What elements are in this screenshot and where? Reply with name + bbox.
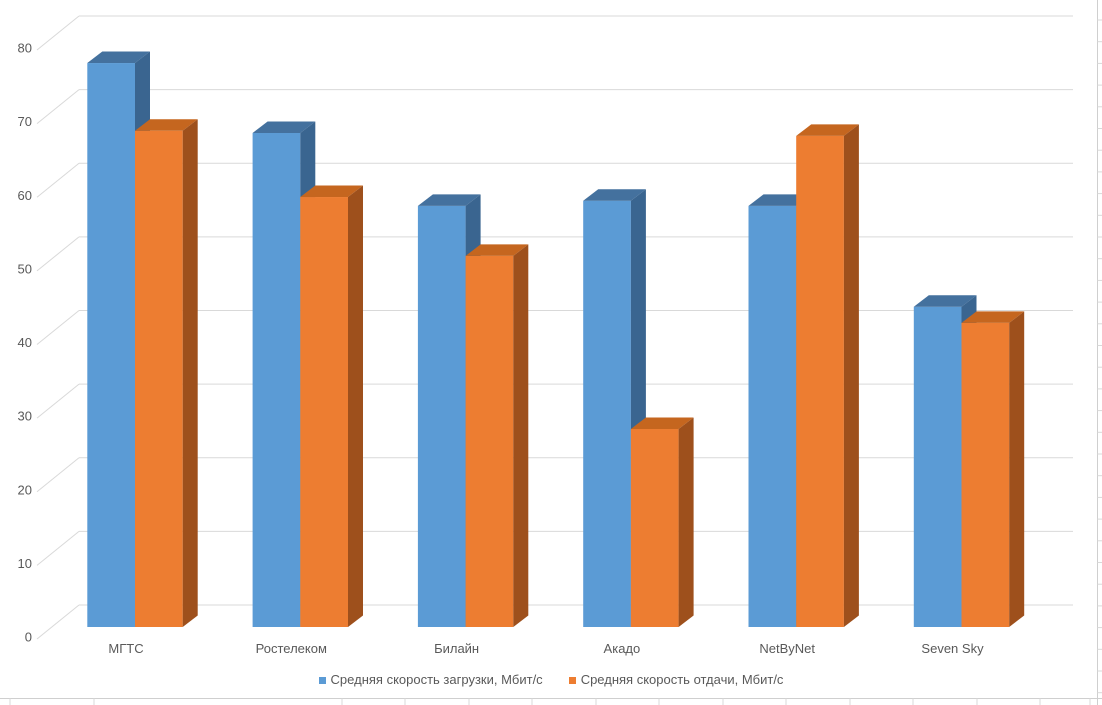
- gridline-diagonal: [36, 89, 80, 125]
- bar-МГТС-series1[interactable]: [135, 119, 198, 627]
- y-axis-tick-label: 70: [18, 114, 32, 129]
- legend-label-upload: Средняя скорость отдачи, Мбит/с: [580, 672, 784, 687]
- y-axis-tick-label: 0: [25, 630, 32, 645]
- bar-NetByNet-series1[interactable]: [796, 124, 859, 627]
- gridline-diagonal: [36, 15, 80, 51]
- bar-top-face: [87, 51, 150, 64]
- bar-top-face: [913, 295, 977, 307]
- bar-top-face: [300, 185, 363, 198]
- bar-front-face: [87, 63, 135, 628]
- bar-Акадо-series0[interactable]: [583, 189, 646, 627]
- category-label: Акадо: [604, 641, 641, 656]
- y-axis-tick-label: 80: [18, 41, 32, 56]
- bar-side-face: [182, 119, 198, 627]
- y-axis-tick-label: 10: [18, 556, 32, 571]
- gridline-diagonal: [36, 383, 80, 419]
- bar-front-face: [796, 135, 844, 627]
- legend-swatch-download-icon: [318, 676, 326, 684]
- category-label: Seven Sky: [921, 641, 984, 656]
- bar-front-face: [135, 130, 183, 627]
- gridline-diagonal: [36, 162, 80, 198]
- bar-Seven Sky-series1[interactable]: [961, 311, 1025, 627]
- category-label: Ростелеком: [256, 641, 327, 656]
- bar-Акадо-series1[interactable]: [630, 417, 694, 627]
- y-axis-tick-label: 30: [18, 409, 32, 424]
- y-axis-tick-label: 50: [18, 261, 32, 276]
- bar-front-face: [583, 200, 631, 627]
- legend-label-download: Средняя скорость загрузки, Мбит/с: [330, 672, 543, 687]
- legend-swatch-upload-icon: [568, 676, 576, 684]
- y-axis-tick-label: 20: [18, 482, 32, 497]
- gridline-diagonal: [36, 604, 80, 640]
- gridlines: [36, 15, 1073, 640]
- bar-Ростелеком-series1[interactable]: [300, 185, 363, 627]
- bar-top-face: [583, 189, 646, 201]
- bar-side-face: [678, 417, 694, 627]
- bar-front-face: [417, 205, 466, 628]
- gridline-diagonal: [36, 310, 80, 345]
- bar-side-face: [1009, 311, 1025, 627]
- gridline-diagonal: [36, 236, 80, 272]
- gridline-diagonal: [36, 457, 80, 493]
- bar-front-face: [465, 255, 514, 627]
- bar-top-face: [796, 124, 859, 136]
- legend-item-download-speed[interactable]: Средняя скорость загрузки, Мбит/с: [318, 671, 543, 689]
- bar-top-face: [465, 244, 529, 256]
- bar-front-face: [913, 306, 962, 627]
- bar-front-face: [961, 322, 1010, 627]
- legend-item-upload-speed[interactable]: Средняя скорость отдачи, Мбит/с: [568, 671, 784, 689]
- bar-top-face: [630, 417, 694, 429]
- bar-side-face: [513, 244, 529, 627]
- bar-front-face: [630, 428, 679, 627]
- bar-front-face: [300, 197, 348, 627]
- category-label: NetByNet: [759, 641, 815, 656]
- y-axis-tick-label: 60: [18, 188, 32, 203]
- bar-side-face: [348, 185, 363, 627]
- bar-top-face: [748, 194, 812, 206]
- category-label: МГТС: [108, 641, 143, 656]
- bar-front-face: [252, 132, 301, 627]
- bar-top-face: [135, 119, 198, 131]
- chart-legend: Средняя скорость загрузки, Мбит/с Средня…: [0, 671, 1102, 689]
- bar-top-face: [252, 121, 316, 133]
- bar-Билайн-series1[interactable]: [465, 244, 529, 627]
- bar-side-face: [843, 124, 859, 627]
- value-axis: 0 10 20 30 40 50 60 70 80: [18, 41, 32, 645]
- y-axis-tick-label: 40: [18, 335, 32, 350]
- category-axis: МГТС Ростелеком Билайн Акадо NetByNet Seven S…: [108, 641, 984, 656]
- bar-front-face: [748, 205, 797, 628]
- bar-top-face: [961, 311, 1025, 323]
- bars: [87, 51, 1025, 628]
- gridline-diagonal: [36, 530, 80, 566]
- category-label: Билайн: [434, 641, 479, 656]
- bar-top-face: [417, 194, 481, 206]
